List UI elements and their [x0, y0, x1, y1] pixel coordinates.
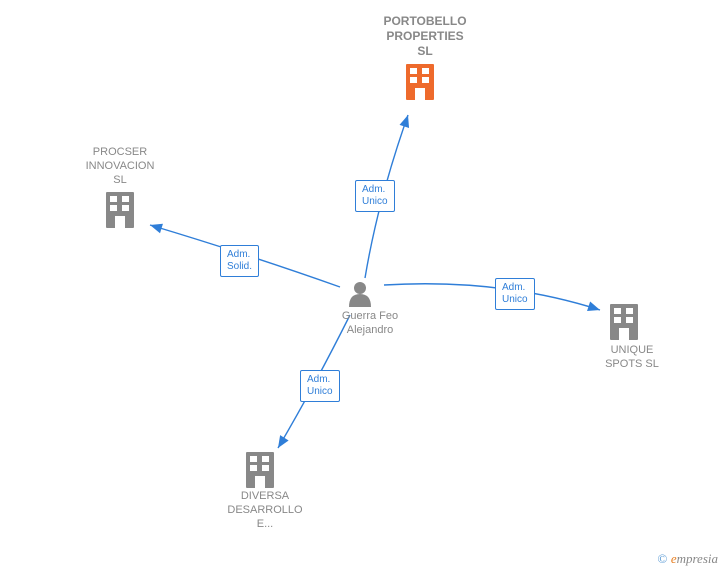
- edge-label: Adm. Solid.: [220, 245, 259, 277]
- person-label: Guerra Feo Alejandro: [330, 310, 410, 338]
- edge-label: Adm. Unico: [495, 278, 535, 310]
- edge-arrowhead: [400, 113, 413, 128]
- edge-arrowhead: [587, 302, 602, 315]
- building-icon: [406, 64, 434, 100]
- building-icon: [246, 452, 274, 488]
- person-icon: [349, 282, 371, 307]
- edge-line: [384, 284, 600, 310]
- building-label: PROCSER INNOVACION SL: [75, 146, 165, 187]
- building-icon: [106, 192, 134, 228]
- diagram-svg: [0, 0, 728, 575]
- building-icon: [610, 304, 638, 340]
- edge-label: Adm. Unico: [300, 370, 340, 402]
- brand-rest: mpresia: [677, 551, 718, 566]
- edge-label: Adm. Unico: [355, 180, 395, 212]
- building-label: DIVERSA DESARROLLO E...: [215, 490, 315, 531]
- edge-arrowhead: [274, 435, 289, 450]
- edge-arrowhead: [149, 220, 163, 233]
- building-label: UNIQUE SPOTS SL: [592, 344, 672, 372]
- copyright-symbol: ©: [657, 551, 667, 566]
- building-label: PORTOBELLO PROPERTIES SL: [370, 14, 480, 59]
- footer-credit: © empresia: [657, 551, 718, 567]
